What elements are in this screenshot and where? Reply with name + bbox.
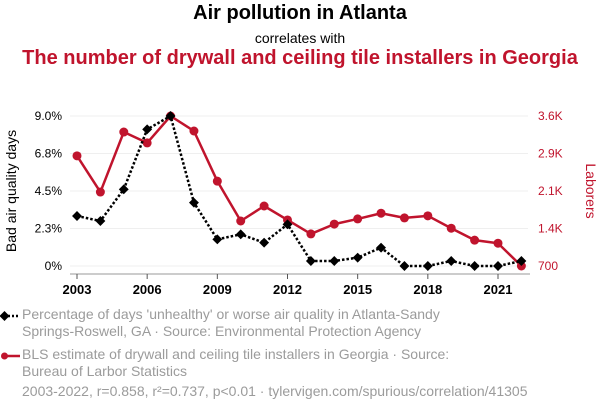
data-point-air-pollution bbox=[212, 234, 223, 245]
y-tick-label-right: 700 bbox=[538, 259, 558, 273]
data-point-air-pollution bbox=[188, 197, 199, 208]
y-tick-label-right: 3.6K bbox=[538, 109, 563, 123]
data-point-drywall-installers bbox=[95, 187, 105, 197]
y-axis-label-right: Laborers bbox=[583, 163, 599, 218]
x-tick-label: 2018 bbox=[413, 282, 442, 297]
data-point-drywall-installers bbox=[423, 211, 433, 221]
legend-marker-circle-icon bbox=[1, 352, 8, 360]
data-point-air-pollution bbox=[72, 211, 82, 221]
x-tick-label: 2021 bbox=[484, 282, 513, 297]
data-point-air-pollution bbox=[305, 256, 316, 266]
legend-item-air-pollution: Percentage of days 'unhealthy' or worse … bbox=[22, 306, 440, 339]
x-tick-label: 2015 bbox=[343, 282, 372, 297]
data-point-air-pollution bbox=[329, 256, 340, 266]
x-tick-label: 2012 bbox=[273, 282, 302, 297]
chart-title-secondary: The number of drywall and ceiling tile i… bbox=[22, 47, 578, 69]
y-tick-label-right: 1.4K bbox=[538, 222, 563, 236]
data-point-drywall-installers bbox=[212, 176, 222, 186]
data-point-drywall-installers bbox=[516, 261, 526, 271]
data-point-drywall-installers bbox=[329, 219, 339, 229]
data-point-drywall-installers bbox=[306, 229, 316, 239]
legend-item-drywall-installers: BLS estimate of drywall and ceiling tile… bbox=[22, 346, 450, 379]
data-point-drywall-installers bbox=[376, 208, 386, 218]
x-tick-label: 2003 bbox=[63, 282, 92, 297]
y-tick-label-left: 6.8% bbox=[35, 147, 63, 161]
data-point-air-pollution bbox=[376, 242, 387, 253]
y-tick-label-left: 4.5% bbox=[35, 184, 63, 198]
data-point-air-pollution bbox=[446, 256, 457, 266]
data-point-drywall-installers bbox=[236, 216, 246, 226]
chart-title: Air pollution in Atlanta bbox=[193, 2, 407, 24]
data-point-drywall-installers bbox=[119, 127, 129, 137]
data-point-drywall-installers bbox=[493, 238, 503, 248]
data-point-air-pollution bbox=[165, 111, 176, 121]
data-point-air-pollution bbox=[352, 252, 363, 263]
data-point-drywall-installers bbox=[470, 235, 480, 245]
data-point-drywall-installers bbox=[142, 138, 152, 148]
legend-marker-diamond-icon bbox=[0, 311, 10, 321]
data-point-air-pollution bbox=[259, 237, 270, 248]
x-tick-label: 2009 bbox=[203, 282, 232, 297]
y-tick-label-right: 2.1K bbox=[538, 184, 563, 198]
data-point-drywall-installers bbox=[72, 151, 82, 161]
chart-subtitle: correlates with bbox=[254, 30, 346, 46]
footer-stats: 2003-2022, r=0.858, r²=0.737, p<0.01 · t… bbox=[22, 383, 528, 399]
y-axis-label-left: Bad air quality days bbox=[3, 130, 19, 252]
data-point-air-pollution bbox=[118, 184, 129, 195]
data-point-air-pollution bbox=[95, 216, 106, 226]
data-point-drywall-installers bbox=[446, 223, 456, 233]
data-point-drywall-installers bbox=[259, 201, 269, 211]
y-tick-label-left: 9.0% bbox=[35, 109, 63, 123]
data-point-air-pollution bbox=[469, 261, 480, 271]
data-point-air-pollution bbox=[422, 261, 433, 271]
data-point-air-pollution bbox=[516, 256, 527, 266]
data-point-air-pollution bbox=[399, 261, 410, 271]
data-point-drywall-installers bbox=[353, 214, 363, 224]
data-point-drywall-installers bbox=[399, 213, 409, 223]
y-tick-label-left: 2.3% bbox=[35, 222, 63, 236]
legend-markers bbox=[0, 311, 20, 360]
data-point-air-pollution bbox=[235, 229, 246, 240]
data-point-drywall-installers bbox=[189, 126, 199, 136]
x-tick-label: 2006 bbox=[133, 282, 162, 297]
chart-plot: 0% 2.3% 4.5% 6.8% 9.0% 700 1.4K 2.1K 2.9K 3.6K 2… bbox=[3, 109, 599, 297]
data-point-air-pollution bbox=[282, 219, 293, 230]
y-tick-label-left: 0% bbox=[45, 259, 63, 273]
y-tick-label-right: 2.9K bbox=[538, 147, 563, 161]
data-point-air-pollution bbox=[142, 124, 153, 135]
data-point-air-pollution bbox=[493, 261, 503, 271]
